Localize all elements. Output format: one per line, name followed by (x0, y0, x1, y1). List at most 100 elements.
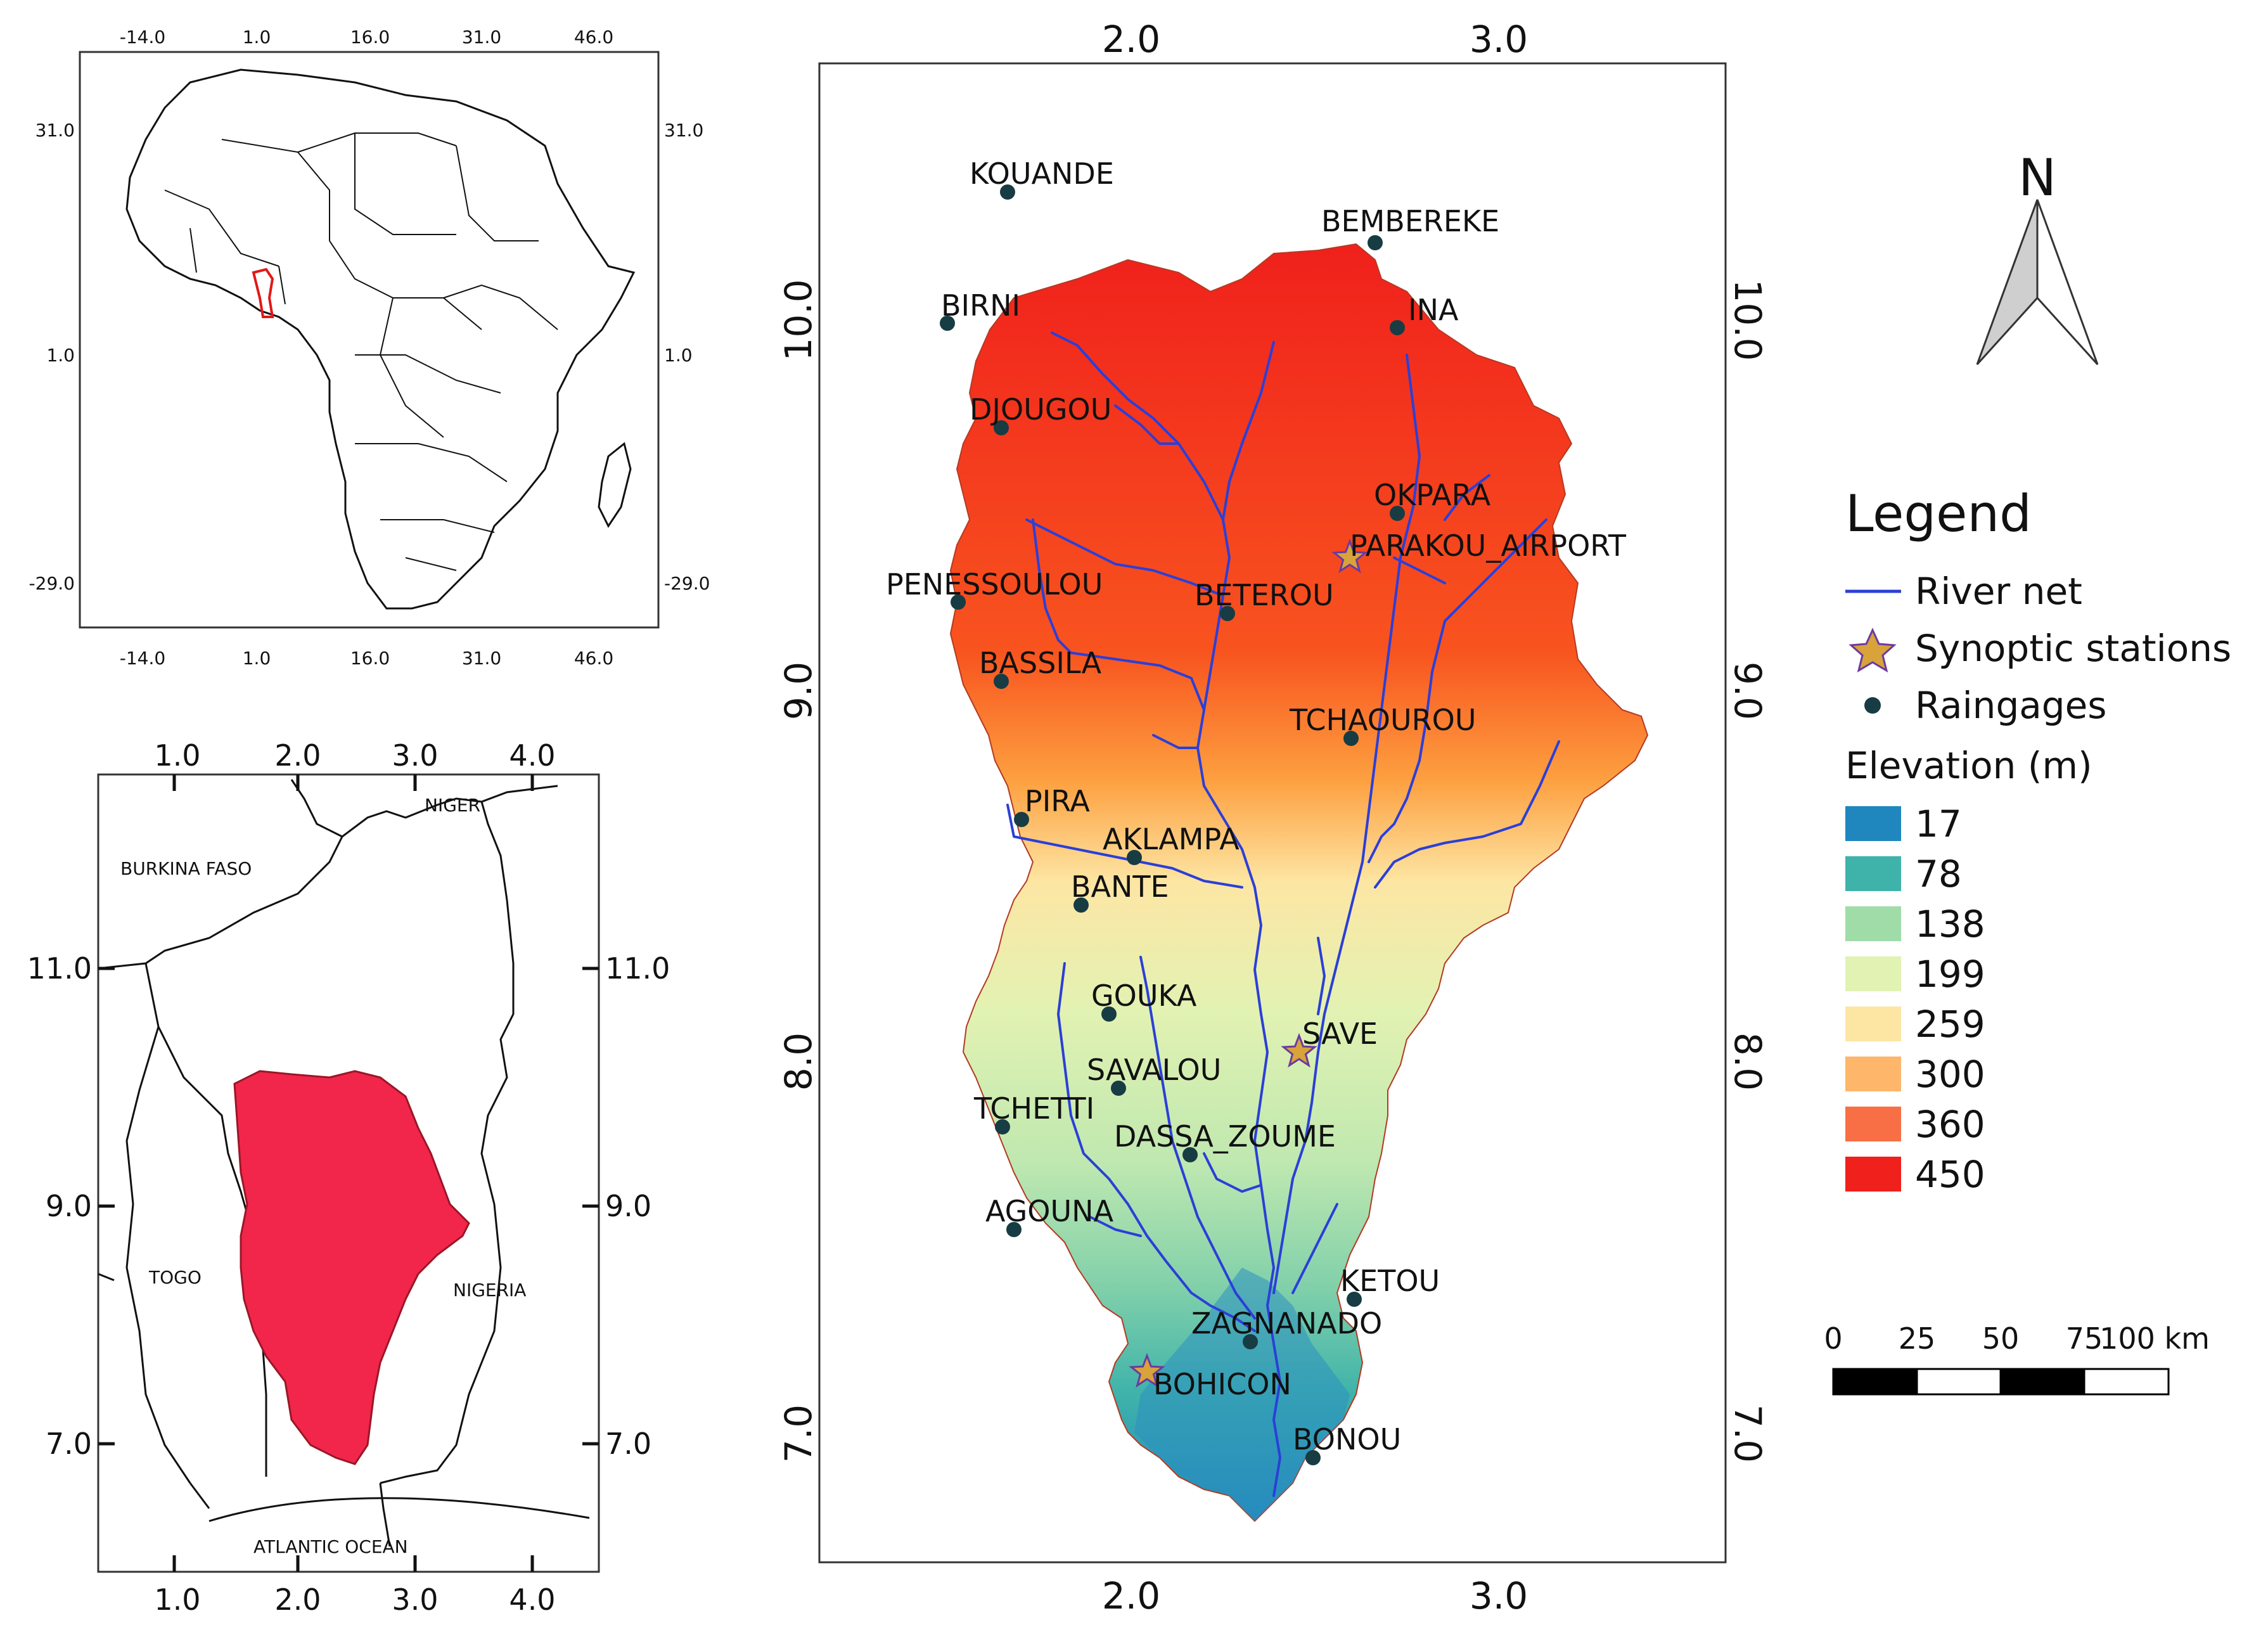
station-label: PARAKOU_AIRPORT (1350, 529, 1627, 563)
station-label: AGOUNA (985, 1194, 1114, 1228)
raingage-marker (1390, 320, 1405, 335)
raingage-marker (1368, 235, 1383, 250)
country-label-nigeria: NIGERIA (453, 1280, 526, 1301)
africa-y-tick-left: 1.0 (46, 345, 75, 366)
benin-y-tick-right: 9.0 (605, 1189, 651, 1223)
benin-y-tick-left: 11.0 (27, 951, 92, 986)
country-label-atlantic-ocean: ATLANTIC OCEAN (253, 1536, 408, 1557)
raingage-marker (1014, 812, 1029, 827)
raingage-marker (1127, 850, 1142, 865)
africa-y-tick-left: -29.0 (29, 573, 75, 594)
benin-x-tick-top: 3.0 (392, 738, 438, 773)
elevation-swatch (1845, 906, 1901, 941)
station-label: PIRA (1025, 784, 1090, 818)
basin-lowland (1134, 1268, 1350, 1521)
africa-y-tick-right: 31.0 (664, 120, 703, 141)
africa-x-tick-bottom: 31.0 (462, 648, 501, 669)
raingage-marker (1243, 1334, 1258, 1349)
raingage-marker (1305, 1450, 1321, 1465)
scale-tick-label: 0 (1824, 1321, 1842, 1356)
main-x-tick-top: 3.0 (1470, 18, 1528, 61)
main-x-tick-bottom: 3.0 (1470, 1574, 1528, 1617)
station-label: INA (1408, 293, 1459, 327)
raingage-marker (1343, 731, 1359, 746)
elevation-swatch (1845, 1006, 1901, 1041)
station-label: TCHETTI (973, 1091, 1094, 1126)
main-y-tick-left: 10.0 (777, 279, 820, 361)
main-y-tick-right: 7.0 (1726, 1404, 1769, 1463)
station-label: KETOU (1340, 1264, 1440, 1298)
africa-x-tick-top: -14.0 (120, 27, 165, 48)
scale-segment (2083, 1368, 2170, 1396)
africa-y-ticks-left: 31.0 1.0 -29.0 (29, 120, 75, 594)
africa-outline (125, 68, 636, 610)
elevation-swatch (1845, 1157, 1901, 1192)
elevation-value: 300 (1915, 1053, 1985, 1096)
main-x-tick-top: 2.0 (1102, 18, 1160, 61)
north-arrow-label: N (2018, 148, 2056, 207)
raingage-marker (1073, 897, 1089, 913)
benin-x-ticks-top: 1.0 2.0 3.0 4.0 (154, 738, 555, 773)
scale-tick-label: 75 (2066, 1321, 2103, 1356)
scale-segment (1916, 1368, 2002, 1396)
legend-raingage-icon (1864, 697, 1881, 714)
africa-x-tick-top: 46.0 (574, 27, 613, 48)
station-label: BONOU (1293, 1422, 1401, 1456)
main-y-tick-right: 8.0 (1726, 1032, 1769, 1091)
africa-y-ticks-right: 31.0 1.0 -29.0 (664, 120, 710, 594)
africa-x-tick-bottom: 16.0 (350, 648, 390, 669)
main-y-tick-right: 10.0 (1726, 279, 1769, 361)
raingage-marker (994, 420, 1009, 435)
africa-y-tick-right: -29.0 (664, 573, 710, 594)
elevation-swatch (1845, 806, 1901, 841)
station-label: BASSILA (979, 646, 1102, 680)
station-label: TCHAOUROU (1289, 703, 1477, 737)
station-label: PENESSOULOU (886, 567, 1103, 601)
benin-y-ticks-left: 11.0 9.0 7.0 (27, 951, 92, 1461)
elevation-swatch (1845, 1057, 1901, 1091)
main-y-ticks-right: 10.0 9.0 8.0 7.0 (1726, 279, 1769, 1463)
station-label: AKLAMPA (1103, 822, 1240, 856)
country-label-burkina-faso: BURKINA FASO (120, 858, 252, 879)
country-label-togo: TOGO (148, 1267, 202, 1288)
main-map: 2.0 3.0 2.0 3.0 10.0 9.0 8.0 7.0 10.0 9.… (777, 18, 1769, 1617)
station-label: BANTE (1071, 870, 1169, 904)
river-network (1006, 331, 1560, 1497)
benin-y-tick-left: 7.0 (46, 1427, 92, 1461)
africa-y-tick-left: 31.0 (35, 120, 75, 141)
raingage-marker (1220, 606, 1235, 621)
benin-y-ticks-right: 11.0 9.0 7.0 (605, 951, 670, 1461)
benin-x-tick-bottom: 3.0 (392, 1583, 438, 1617)
main-y-tick-left: 8.0 (777, 1032, 820, 1091)
scale-segment (1999, 1368, 2085, 1396)
north-arrow-right-half (2036, 199, 2099, 366)
legend-raingage-label: Raingages (1915, 684, 2107, 727)
raingage-marker (951, 594, 966, 610)
benin-highlight (252, 267, 274, 318)
synoptic-station-marker (1331, 538, 1368, 574)
africa-inset: -14.0 1.0 16.0 31.0 46.0 -14.0 1.0 16.0 … (29, 27, 710, 669)
elevation-value: 259 (1915, 1003, 1985, 1046)
main-x-tick-bottom: 2.0 (1102, 1574, 1160, 1617)
raingage-marker (995, 1119, 1010, 1134)
elevation-swatch (1845, 956, 1901, 991)
station-label: SAVE (1302, 1017, 1378, 1051)
raingage-marker (1000, 184, 1015, 200)
benin-x-tick-bottom: 2.0 (274, 1583, 321, 1617)
station-label: KOUANDE (970, 157, 1114, 191)
main-x-ticks-top: 2.0 3.0 (1102, 18, 1528, 61)
africa-x-tick-top: 16.0 (350, 27, 390, 48)
country-borders (164, 132, 558, 571)
station-label: BOHICON (1153, 1367, 1291, 1401)
station-label: OKPARA (1374, 478, 1491, 512)
raingage-marker (1006, 1222, 1022, 1237)
benin-basin (233, 1070, 470, 1465)
raingage-marker (1347, 1292, 1362, 1307)
legend-river-label: River net (1915, 570, 2082, 613)
main-y-tick-right: 9.0 (1726, 662, 1769, 720)
elevation-swatch (1845, 856, 1901, 891)
main-y-tick-left: 7.0 (777, 1404, 820, 1463)
africa-x-tick-top: 31.0 (462, 27, 501, 48)
north-arrow-left-half (1976, 199, 2039, 366)
legend-synoptic-label: Synoptic stations (1915, 627, 2231, 670)
